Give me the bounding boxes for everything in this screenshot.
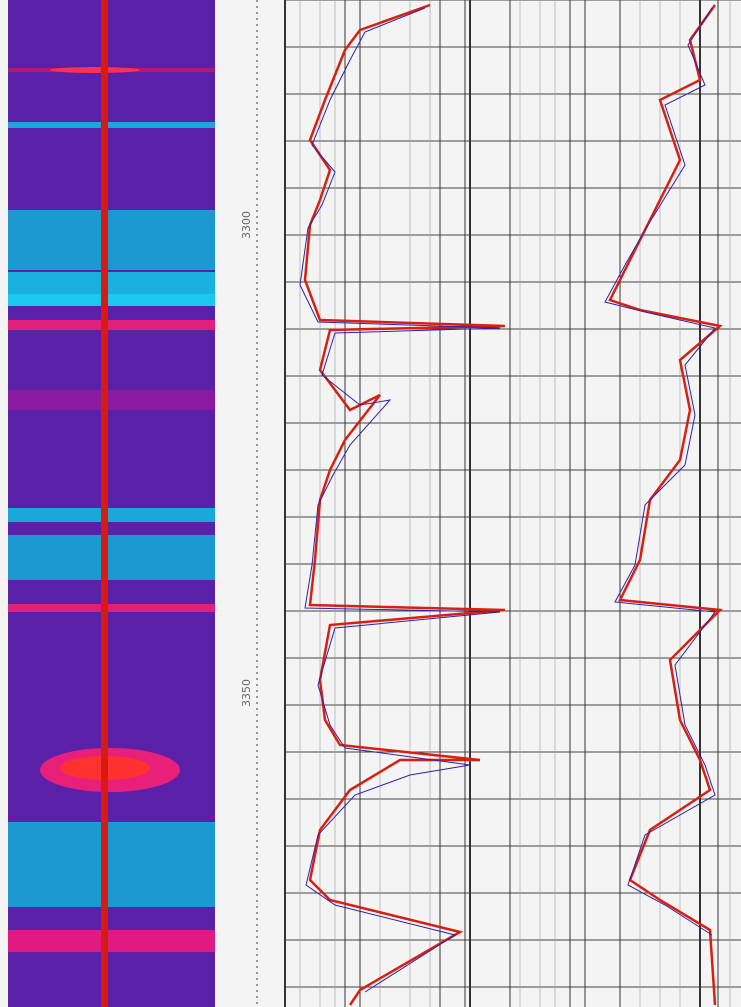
page: 3300 3350 (() => { const data = JSON.par…: [0, 0, 741, 1007]
depth-label: 3300: [240, 211, 253, 239]
well-log: 3300 3350: [0, 0, 741, 1007]
image-track: [8, 0, 215, 1007]
depth-label: 3350: [240, 679, 253, 707]
